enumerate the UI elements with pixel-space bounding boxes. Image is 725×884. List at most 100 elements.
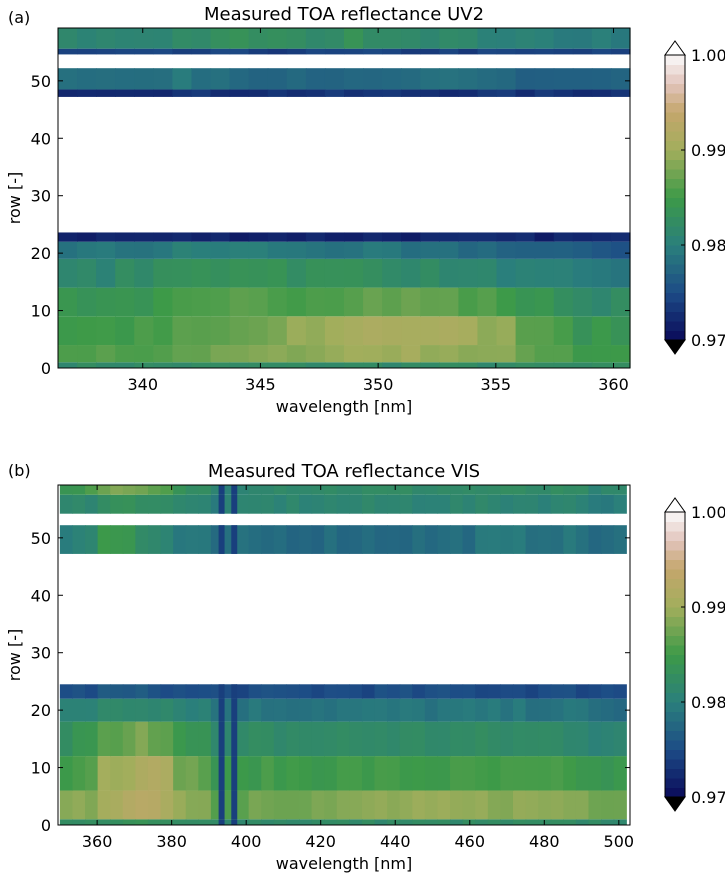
heatmap-cell (588, 485, 602, 495)
heatmap-cell (610, 258, 631, 288)
heatmap-cell (153, 316, 173, 346)
heatmap-cell (172, 362, 193, 368)
heatmap-cell (475, 525, 489, 554)
heatmap-cell (198, 684, 212, 699)
heatmap-cell (153, 28, 173, 49)
heatmap-cell (450, 485, 464, 495)
panel-b: (b) Measured TOA reflectance VIS wavelen… (5, 461, 725, 873)
heatmap-cell (563, 756, 577, 791)
colorbar-segment (665, 521, 685, 532)
heatmap-cell (572, 68, 593, 90)
heatmap-cell (382, 232, 402, 242)
heatmap-cell (59, 698, 74, 722)
heatmap-cell (534, 241, 555, 259)
heatmap-cell (344, 345, 364, 363)
x-tick-label: 380 (156, 832, 187, 851)
heatmap-cell (477, 316, 498, 346)
heatmap-cell (248, 756, 262, 791)
heatmap-cell (336, 756, 350, 791)
heatmap-cell (349, 525, 363, 554)
heatmap-cell (591, 258, 612, 288)
heatmap-cell (286, 684, 300, 699)
heatmap-cell (382, 316, 402, 346)
heatmap-cell (420, 345, 440, 363)
heatmap-cell (572, 316, 593, 346)
heatmap-cell (324, 68, 345, 90)
heatmap-cell (412, 721, 426, 757)
heatmap-cell (261, 819, 275, 825)
heatmap-cell (248, 362, 269, 368)
heatmap-cell (374, 525, 388, 554)
heatmap-cell (236, 819, 250, 825)
heatmap-cell (553, 316, 574, 346)
heatmap-cell (496, 68, 517, 90)
colorbar-tick-label: 0.99 (691, 598, 725, 617)
heatmap-cell (363, 258, 383, 288)
x-tick-label: 460 (454, 832, 485, 851)
heatmap-cell (437, 819, 451, 825)
colorbar-segment (665, 588, 685, 598)
heatmap-cell (387, 819, 401, 825)
heatmap-cell (588, 721, 602, 757)
heatmap-cell (147, 790, 162, 820)
heatmap-cell (96, 68, 116, 90)
heatmap-cell (160, 721, 174, 757)
x-axis-label: wavelength [nm] (276, 854, 413, 873)
heatmap-cell (173, 698, 187, 722)
colorbar-tick-label: 0.97 (691, 331, 725, 350)
heatmap-cell (382, 89, 402, 97)
colorbar-segment (665, 654, 685, 665)
heatmap-cell (267, 345, 288, 363)
heatmap-cell (534, 345, 555, 363)
heatmap-cell (122, 721, 136, 757)
heatmap-cell (591, 48, 612, 55)
heatmap-cell (477, 68, 498, 90)
heatmap-cell (173, 684, 187, 699)
heatmap-cell (538, 684, 552, 699)
heatmap-cell (173, 494, 187, 514)
colorbar-segment (665, 131, 685, 141)
heatmap-cell (572, 232, 593, 242)
heatmap-cell (58, 241, 78, 259)
heatmap-cell (248, 48, 269, 55)
heatmap-cell (512, 485, 527, 495)
heatmap-cell (311, 494, 325, 514)
heatmap-cell (534, 89, 555, 97)
heatmap-cell (305, 28, 326, 49)
heatmap-cell (286, 494, 300, 514)
heatmap-cell (399, 790, 413, 820)
heatmap-cell (72, 790, 86, 820)
heatmap-cell (613, 684, 627, 699)
heatmap-cell (336, 494, 350, 514)
heatmap-cell (147, 819, 162, 825)
colorbar-segment (665, 302, 685, 312)
heatmap-cell (487, 525, 502, 554)
colorbar-segment (665, 150, 685, 160)
heatmap-cell (153, 241, 173, 259)
heatmap-cell (85, 684, 99, 699)
heatmap-cell (85, 819, 99, 825)
heatmap-cell (324, 28, 345, 49)
heatmap-cell (450, 721, 464, 757)
heatmap-cell (311, 698, 325, 722)
heatmap-cell (299, 819, 313, 825)
heatmap-cell (147, 698, 162, 722)
heatmap-cell (311, 525, 325, 554)
heatmap-cell (374, 684, 388, 699)
heatmap-cell (248, 68, 269, 90)
heatmap-cell (420, 48, 440, 55)
heatmap-cell (134, 48, 154, 55)
y-axis-label: row [-] (5, 629, 24, 681)
heatmap-cell (591, 362, 612, 368)
heatmap-cell (534, 316, 555, 346)
colorbar-segment (665, 673, 685, 684)
heatmap-cell (588, 790, 602, 820)
heatmap-cell (349, 494, 363, 514)
heatmap-cell (72, 485, 86, 495)
heatmap-cell (273, 698, 288, 722)
heatmap-cell (424, 525, 439, 554)
x-tick-label: 440 (380, 832, 411, 851)
heatmap-cell (496, 258, 517, 288)
colorbar-segment (665, 178, 685, 189)
heatmap-cell (59, 494, 74, 514)
